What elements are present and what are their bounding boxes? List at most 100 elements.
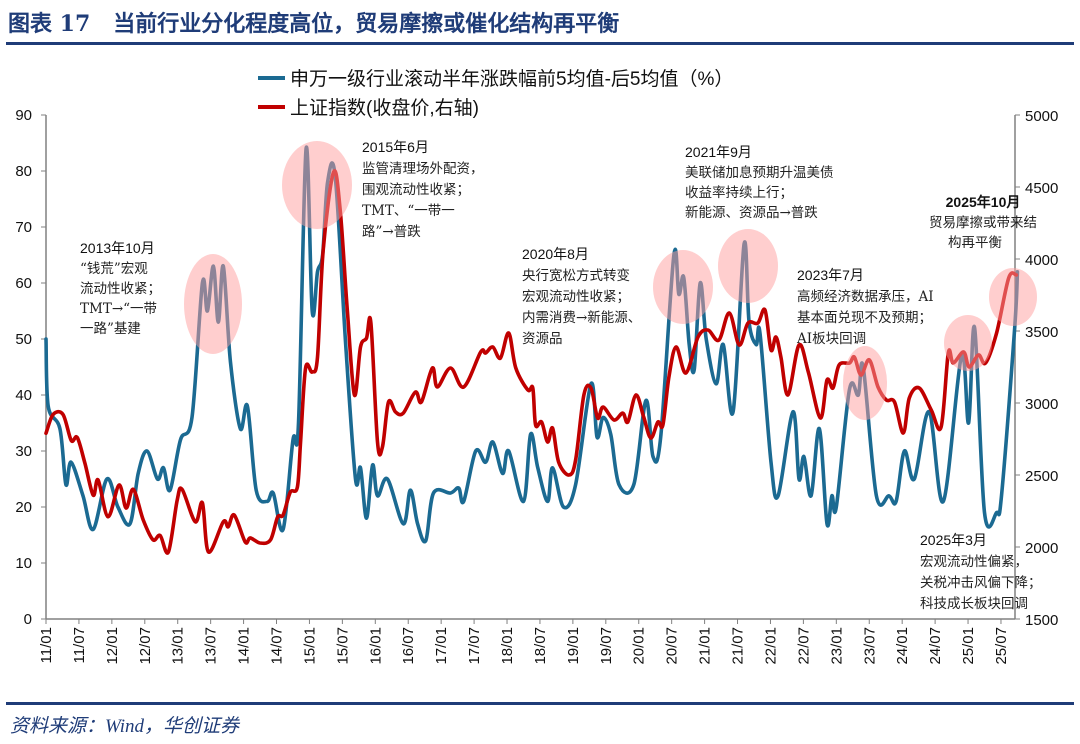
annotation-date: 2021年9月 bbox=[685, 144, 752, 160]
right-tick-label: 3000 bbox=[1025, 396, 1058, 413]
left-tick-label: 0 bbox=[24, 611, 32, 628]
x-tick-label: 21/07 bbox=[730, 627, 747, 665]
x-tick-label: 21/01 bbox=[697, 627, 714, 665]
annotation-text: 科技成长板块回调 bbox=[920, 596, 1028, 612]
x-tick-label: 25/01 bbox=[960, 627, 977, 665]
x-tick-label: 14/07 bbox=[269, 627, 286, 665]
x-tick-label: 14/01 bbox=[236, 627, 253, 665]
annotation-date: 2020年8月 bbox=[522, 246, 589, 262]
x-tick-label: 24/01 bbox=[894, 627, 911, 665]
highlight-circles bbox=[184, 141, 1037, 420]
left-tick-label: 30 bbox=[15, 443, 32, 460]
annotation-text: 宏观流动性收紧； bbox=[522, 289, 630, 305]
series-line-sse-index bbox=[44, 168, 1019, 555]
annotation-date: 2023年7月 bbox=[797, 267, 864, 283]
right-tick-label: 2000 bbox=[1025, 540, 1058, 557]
right-tick-label: 4500 bbox=[1025, 180, 1058, 197]
x-tick-label: 16/01 bbox=[367, 627, 384, 665]
annotation-text: 资源品 bbox=[522, 331, 563, 347]
right-tick-label: 1500 bbox=[1025, 612, 1058, 629]
x-tick-label: 18/01 bbox=[499, 627, 516, 665]
x-tick-label: 17/01 bbox=[433, 627, 450, 665]
x-tick-label: 22/01 bbox=[762, 627, 779, 665]
x-tick-label: 18/07 bbox=[532, 627, 549, 665]
x-tick-label: 12/01 bbox=[104, 627, 121, 665]
legend: 申万一级行业滚动半年涨跌幅前5均值-后5均值（%） 上证指数(收盘价,右轴) bbox=[258, 68, 733, 119]
x-tick-label: 23/01 bbox=[828, 627, 845, 665]
annotation-text: 流动性收紧； bbox=[80, 281, 161, 297]
annotation-text: TMT、“一带一 bbox=[362, 203, 455, 219]
left-tick-label: 50 bbox=[15, 331, 32, 348]
annotation-text: 路”→普跌 bbox=[362, 224, 421, 240]
x-tick-label: 25/07 bbox=[993, 627, 1010, 665]
annotation-date: 2025年3月 bbox=[920, 532, 987, 548]
x-tick-label: 20/01 bbox=[631, 627, 648, 665]
left-tick-label: 20 bbox=[15, 499, 32, 516]
x-tick-label: 15/01 bbox=[301, 627, 318, 665]
annotation-text: 新能源、资源品→普跌 bbox=[685, 205, 818, 221]
highlight-2025-early bbox=[944, 315, 992, 371]
highlight-2025-late bbox=[989, 268, 1037, 326]
footer-divider bbox=[6, 702, 1074, 705]
highlight-2020 bbox=[653, 250, 713, 324]
x-tick-label: 22/07 bbox=[795, 627, 812, 665]
annotation-date: 2013年10月 bbox=[80, 240, 155, 256]
left-tick-label: 90 bbox=[15, 107, 32, 124]
figure-title: 图表 17 当前行业分化程度高位，贸易摩擦或催化结构再平衡 bbox=[8, 11, 620, 37]
annotation-text: 内需消费→新能源、 bbox=[522, 310, 641, 326]
annotation-text: 央行宽松方式转变 bbox=[522, 267, 630, 284]
axes: 0 10 20 30 40 50 60 70 80 90 1500 2000 2500 3000 3500 4… bbox=[15, 107, 1058, 665]
x-tick-label: 11/01 bbox=[38, 627, 55, 663]
title-divider bbox=[6, 42, 1074, 45]
x-tick-label: 16/07 bbox=[400, 627, 417, 665]
annotation-text: 关税冲击风偏下降； bbox=[920, 575, 1042, 591]
right-tick-label: 3500 bbox=[1025, 324, 1058, 341]
highlight-2021 bbox=[718, 229, 778, 303]
annotation-text: 美联储加息预期升温美债 bbox=[685, 164, 834, 181]
source-note: 资料来源：Wind，华创证券 bbox=[10, 716, 240, 737]
x-tick-label: 13/01 bbox=[170, 627, 187, 665]
left-tick-label: 80 bbox=[15, 163, 32, 180]
annotation-text: 收益率持续上行； bbox=[685, 184, 793, 201]
left-tick-label: 70 bbox=[15, 219, 32, 236]
x-tick-label: 24/07 bbox=[927, 627, 944, 665]
left-tick-label: 10 bbox=[15, 555, 32, 572]
highlight-2023 bbox=[843, 346, 887, 420]
annotation-text: 围观流动性收紧； bbox=[362, 182, 470, 198]
annotation-text: AI板块回调 bbox=[796, 331, 866, 347]
x-tick-label: 11/07 bbox=[71, 627, 88, 663]
right-tick-label: 2500 bbox=[1025, 468, 1058, 485]
annotation-date: 2015年6月 bbox=[362, 139, 429, 155]
right-tick-label: 4000 bbox=[1025, 252, 1058, 269]
annotation-text: TMT→“一带 bbox=[80, 301, 157, 317]
right-tick-label: 5000 bbox=[1025, 108, 1058, 125]
x-tick-label: 23/07 bbox=[861, 627, 878, 665]
x-tick-label: 17/07 bbox=[466, 627, 483, 665]
annotation-text: 一路”基建 bbox=[80, 320, 141, 337]
annotation-text: 贸易摩擦或带来结 bbox=[929, 214, 1037, 231]
x-tick-label: 12/07 bbox=[137, 627, 154, 665]
x-tick-label: 20/07 bbox=[664, 627, 681, 665]
x-tick-label: 13/07 bbox=[203, 627, 220, 665]
annotation-text: 基本面兑现不及预期； bbox=[797, 309, 932, 326]
annotation-text: 监管清理场外配资， bbox=[362, 161, 484, 177]
legend-label-red: 上证指数(收盘价,右轴) bbox=[290, 97, 479, 119]
legend-label-blue: 申万一级行业滚动半年涨跌幅前5均值-后5均值（%） bbox=[290, 68, 733, 90]
highlight-2013 bbox=[184, 254, 242, 354]
annotation-text: “钱荒”宏观 bbox=[80, 261, 148, 277]
x-tick-label: 19/07 bbox=[598, 627, 615, 665]
annotation-date: 2025年10月 bbox=[946, 194, 1021, 210]
highlight-2015 bbox=[282, 141, 352, 229]
x-tick-label: 15/07 bbox=[334, 627, 351, 665]
left-tick-label: 60 bbox=[15, 275, 32, 292]
annotation-text: 宏观流动性偏紧， bbox=[920, 554, 1028, 570]
